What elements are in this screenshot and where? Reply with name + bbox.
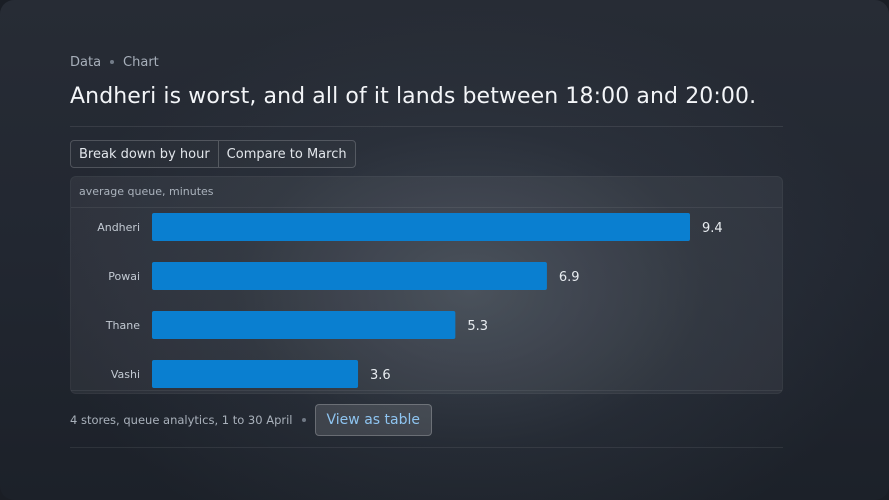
category-label-andheri: Andheri xyxy=(97,221,140,234)
breadcrumb-item-data[interactable]: Data xyxy=(70,54,102,70)
compare-to-march-button[interactable]: Compare to March xyxy=(217,141,355,167)
footer-separator xyxy=(301,418,306,422)
value-label-andheri: 9.4 xyxy=(702,221,723,236)
panel-bottom-divider xyxy=(71,390,782,391)
title-divider xyxy=(70,126,783,127)
value-label-vashi: 3.6 xyxy=(370,368,391,383)
bar-vashi[interactable] xyxy=(152,360,359,388)
chart-caption: 4 stores, queue analytics, 1 to 30 April xyxy=(70,413,293,427)
y-axis-label: average queue, minutes xyxy=(79,185,214,198)
chart-actions-group: Break down by hour Compare to March xyxy=(70,140,356,168)
bar-thane[interactable] xyxy=(152,311,456,339)
break-down-by-hour-button[interactable]: Break down by hour xyxy=(71,141,218,167)
footer-divider xyxy=(70,447,783,448)
breadcrumb-item-chart: Chart xyxy=(123,54,159,70)
bar-andheri[interactable] xyxy=(152,213,690,241)
breadcrumb: Data Chart xyxy=(70,54,159,70)
view-as-table-button[interactable]: View as table xyxy=(314,404,432,436)
value-label-thane: 5.3 xyxy=(467,319,488,334)
value-label-powai: 6.9 xyxy=(559,270,580,285)
category-label-thane: Thane xyxy=(105,319,140,332)
panel-header-divider xyxy=(71,207,782,208)
bar-chart: Andheri 9.4 Powai 6.9 Thane 5.3 Vashi 3.6 xyxy=(97,213,723,388)
page-title: Andheri is worst, and all of it lands be… xyxy=(70,84,757,109)
category-label-vashi: Vashi xyxy=(111,368,140,381)
chart-footer: 4 stores, queue analytics, 1 to 30 April… xyxy=(70,404,432,436)
bar-powai[interactable] xyxy=(152,262,547,290)
chart-panel: average queue, minutes Andheri 9.4 Powai 6.… xyxy=(70,176,783,394)
breadcrumb-separator xyxy=(110,60,115,64)
category-label-powai: Powai xyxy=(108,270,140,283)
